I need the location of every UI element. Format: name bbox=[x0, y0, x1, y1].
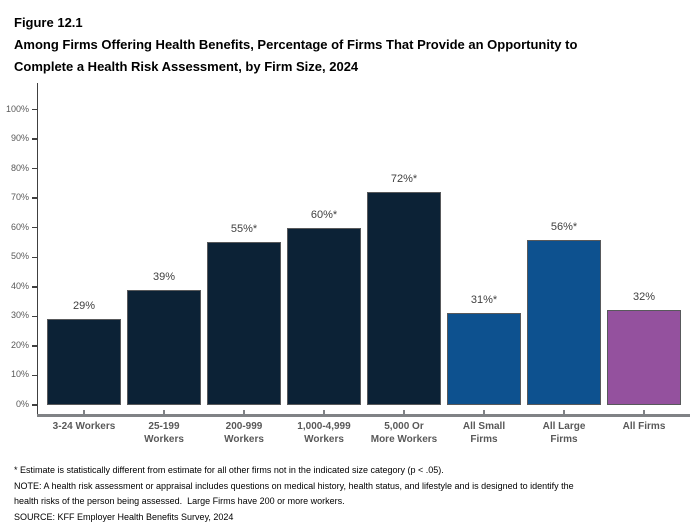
bar bbox=[287, 227, 361, 405]
x-tick-label: All Firms bbox=[599, 420, 689, 433]
y-tick bbox=[32, 138, 37, 140]
y-tick bbox=[32, 286, 37, 288]
y-tick-label: 90% bbox=[10, 133, 29, 144]
y-tick-label: 70% bbox=[10, 192, 29, 203]
y-tick bbox=[32, 256, 37, 258]
x-tick bbox=[483, 410, 485, 414]
y-tick-label: 10% bbox=[10, 369, 29, 380]
x-tick-label: 1,000-4,999 Workers bbox=[279, 420, 369, 446]
x-tick-label: All Small Firms bbox=[439, 420, 529, 446]
y-tick-label: 0% bbox=[15, 399, 29, 409]
x-tick bbox=[643, 410, 645, 414]
x-tick-label: 25-199 Workers bbox=[119, 420, 209, 446]
x-tick-label-line: All Firms bbox=[622, 421, 666, 432]
bar-value-label: 55%* bbox=[230, 223, 258, 236]
bar-value-label: 39% bbox=[152, 270, 176, 283]
bar bbox=[127, 289, 201, 405]
chart-header: Figure 12.1 Among Firms Offering Health … bbox=[14, 12, 577, 78]
x-axis-line bbox=[37, 414, 690, 417]
x-tick-label-line: All Large bbox=[542, 421, 586, 432]
chart-title-line-2: Complete a Health Risk Assessment, by Fi… bbox=[14, 59, 359, 74]
bar-value-label: 31%* bbox=[470, 294, 498, 307]
x-tick bbox=[163, 410, 165, 414]
bar bbox=[607, 310, 681, 405]
x-tick-label-line: Firms bbox=[550, 434, 578, 445]
x-tick bbox=[323, 410, 325, 414]
x-tick-label: All Large Firms bbox=[519, 420, 609, 446]
x-tick bbox=[83, 410, 85, 414]
x-tick bbox=[563, 410, 565, 414]
y-tick bbox=[32, 374, 37, 377]
y-tick-label: 50% bbox=[10, 251, 29, 262]
y-tick-label: 60% bbox=[10, 221, 29, 232]
bar bbox=[447, 313, 521, 405]
y-tick-label: 80% bbox=[10, 162, 29, 173]
x-tick-label: 5,000 Or More Workers bbox=[359, 420, 449, 446]
y-tick-label: 40% bbox=[10, 280, 29, 291]
x-tick-label-line: Workers bbox=[224, 434, 264, 445]
y-tick-label: 20% bbox=[10, 339, 29, 350]
x-tick-label-line: 25-199 bbox=[148, 421, 180, 432]
bar-value-label: 60%* bbox=[310, 208, 338, 221]
bar-value-label: 56%* bbox=[550, 220, 578, 233]
x-tick-label-line: Workers bbox=[144, 434, 184, 445]
bar-value-label: 72%* bbox=[390, 173, 418, 186]
y-tick bbox=[32, 167, 37, 170]
x-tick-label-line: Firms bbox=[470, 434, 498, 445]
chart-footer: * Estimate is statistically different fr… bbox=[14, 463, 574, 525]
x-tick-label: 200-999 Workers bbox=[199, 420, 289, 446]
x-tick-label-line: 1,000-4,999 bbox=[297, 421, 351, 432]
x-tick-label: 3-24 Workers bbox=[39, 420, 129, 433]
y-axis-line bbox=[36, 83, 38, 416]
x-tick-label-line: More Workers bbox=[370, 434, 438, 445]
x-tick-label-line: 5,000 Or bbox=[384, 421, 424, 432]
y-tick bbox=[32, 345, 37, 347]
chart-title-line-1: Among Firms Offering Health Benefits, Pe… bbox=[14, 37, 578, 52]
bar bbox=[527, 239, 601, 405]
bar-value-label: 32% bbox=[632, 291, 656, 304]
x-tick-label-line: All Small bbox=[462, 421, 506, 432]
source-line: SOURCE: KFF Employer Health Benefits Sur… bbox=[14, 511, 234, 522]
bar bbox=[207, 242, 281, 405]
footnote-asterisk: * Estimate is statistically different fr… bbox=[14, 465, 444, 475]
y-tick bbox=[32, 108, 37, 111]
note-line-2: health risks of the person being assesse… bbox=[14, 496, 345, 506]
bar-value-label: 29% bbox=[72, 300, 96, 313]
y-tick bbox=[32, 404, 37, 406]
x-tick bbox=[403, 410, 405, 414]
note-line-1: NOTE: A health risk assessment or apprai… bbox=[14, 480, 574, 491]
y-tick-label: 30% bbox=[10, 310, 29, 321]
bar bbox=[367, 192, 441, 405]
x-tick bbox=[243, 410, 245, 414]
y-tick bbox=[32, 226, 37, 229]
y-tick bbox=[32, 315, 37, 318]
figure-label: Figure 12.1 bbox=[14, 15, 83, 30]
x-tick-label-line: Workers bbox=[304, 434, 344, 445]
bar bbox=[47, 319, 121, 405]
y-tick-label: 100% bbox=[5, 103, 29, 114]
x-tick-label-line: 200-999 bbox=[225, 421, 263, 432]
x-tick-label-line: 3-24 Workers bbox=[52, 421, 116, 432]
y-tick bbox=[32, 197, 37, 199]
